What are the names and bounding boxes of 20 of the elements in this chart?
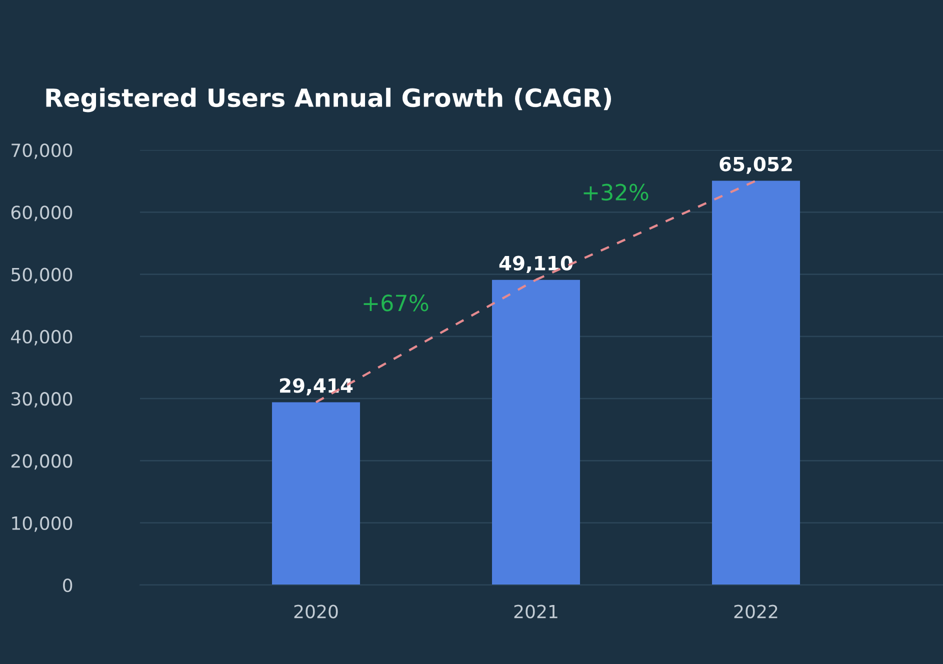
- y-tick-label: 50,000: [12, 268, 72, 284]
- x-tick-label: 2020: [294, 604, 338, 618]
- y-tick-label: 70,000: [12, 143, 72, 159]
- y-tick-label: 0: [63, 578, 72, 592]
- y-tick-label: 40,000: [11, 330, 72, 346]
- x-tick-label: 2022: [734, 604, 778, 618]
- annotation: +67%: [364, 294, 428, 312]
- text: 65,052: [720, 156, 792, 174]
- text: 49,110: [499, 256, 573, 273]
- bar: [272, 402, 360, 585]
- y-tick-label: 10,000: [12, 516, 72, 532]
- y-tick-label: 60,000: [11, 206, 72, 222]
- text: 29,414: [280, 378, 353, 396]
- bar: [492, 280, 580, 585]
- y-tick-label: 30,000: [12, 392, 72, 408]
- x-tick-label: 2021: [514, 604, 558, 618]
- bar: [712, 180, 800, 585]
- chart-title: Registered Users Annual Growth (CAGR): [46, 88, 612, 112]
- y-tick-label: 20,000: [11, 454, 72, 470]
- annotation: +32%: [584, 184, 648, 201]
